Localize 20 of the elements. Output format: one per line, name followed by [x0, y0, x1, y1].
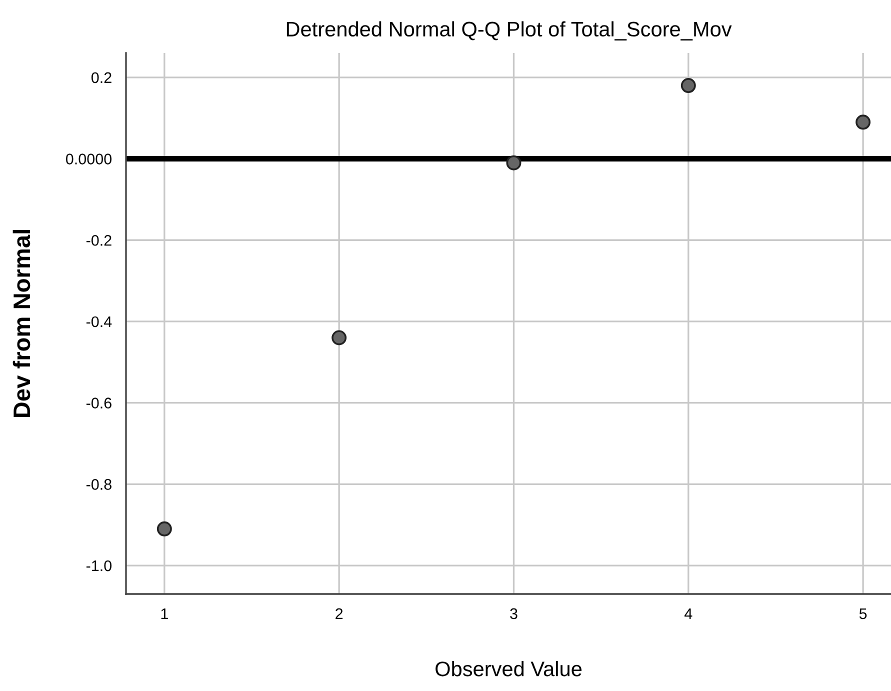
y-tick-label: -0.6 — [86, 398, 112, 409]
x-tick-label: 1 — [161, 608, 168, 619]
x-tick-label: 4 — [684, 608, 692, 619]
y-tick-label: 0.2 — [91, 72, 112, 84]
x-tick-label: 5 — [859, 608, 867, 620]
point — [156, 521, 172, 536]
x-tick-label: 2 — [336, 608, 343, 619]
point — [680, 78, 696, 94]
y-tick-label: -0.8 — [86, 479, 112, 490]
y-axis-title: Dev from Normal — [12, 230, 30, 418]
point — [856, 114, 871, 130]
x-axis-title: Observed Value — [436, 661, 582, 676]
point — [332, 330, 347, 346]
x-tick-label: 3 — [510, 608, 518, 620]
y-tick-label: -1.0 — [86, 560, 112, 572]
y-tick-label: -0.4 — [86, 316, 112, 328]
point — [506, 155, 522, 170]
chart-title: Detrended Normal Q-Q Plot of Total_Score_Mov — [286, 21, 732, 40]
y-tick-label: 0.0000 — [66, 154, 112, 164]
y-tick-label: -0.2 — [86, 234, 112, 246]
